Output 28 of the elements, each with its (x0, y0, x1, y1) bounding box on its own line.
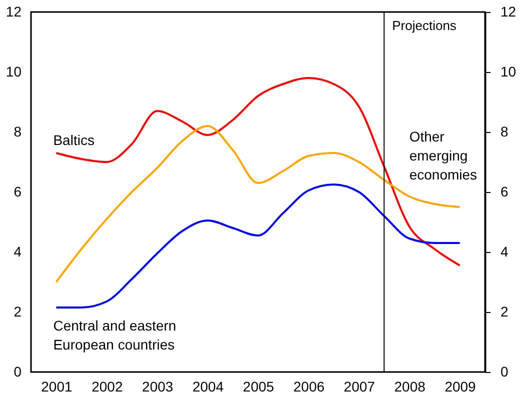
series-label: Central and eastern European countries (53, 318, 176, 352)
y-tick-label: 0 (14, 364, 22, 380)
y-tick-label: 2 (14, 304, 22, 320)
ref-line-label: Projections (392, 18, 457, 33)
series-label: Baltics (53, 132, 94, 148)
x-tick-label: 2004 (192, 378, 224, 394)
series-label: Other emerging economies (409, 128, 478, 182)
y2-tick-label: 12 (500, 4, 516, 20)
y2-tick-label: 6 (500, 184, 508, 200)
x-tick-label: 2008 (394, 378, 426, 394)
x-tick-label: 2006 (293, 378, 325, 394)
y-tick-label: 4 (14, 244, 22, 260)
x-tick-label: 2009 (444, 378, 476, 394)
y2-tick-label: 8 (500, 124, 508, 140)
y2-tick-label: 4 (500, 244, 508, 260)
line-series (55, 184, 461, 308)
y-tick-label: 12 (6, 4, 22, 20)
y-tick-label: 10 (6, 64, 22, 80)
y-tick-label: 8 (14, 124, 22, 140)
x-tick-label: 2003 (142, 378, 174, 394)
y2-tick-label: 2 (500, 304, 508, 320)
y2-tick-label: 10 (500, 64, 516, 80)
x-tick-label: 2002 (92, 378, 123, 394)
y2-tick-label: 0 (500, 364, 508, 380)
x-tick-label: 2005 (242, 378, 274, 394)
x-tick-label: 2001 (41, 378, 72, 394)
y-tick-label: 6 (14, 184, 22, 200)
x-tick-label: 2007 (344, 378, 376, 394)
